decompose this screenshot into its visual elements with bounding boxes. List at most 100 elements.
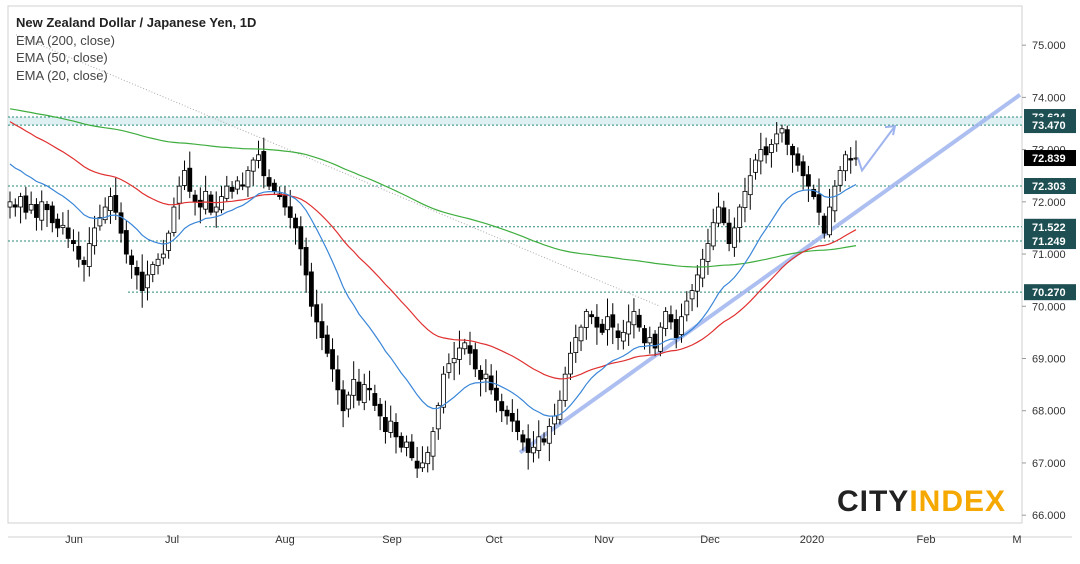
candle-body (642, 328, 647, 344)
y-tick-label: 72.000 (1032, 197, 1066, 209)
candle-body (12, 204, 18, 208)
candle-body (314, 304, 320, 323)
price-label-box (1024, 117, 1076, 134)
candle-body (546, 425, 552, 444)
candle-body (356, 381, 362, 401)
candle-body (578, 326, 584, 342)
x-tick-label: Nov (594, 534, 614, 546)
ema20-line (9, 163, 857, 417)
candle-body (657, 326, 663, 352)
candle-body (425, 452, 431, 465)
candle-body (377, 403, 383, 417)
price-label: 71.522 (1032, 222, 1066, 234)
candle-body (451, 358, 457, 364)
candle-body (441, 373, 446, 408)
candle-body (256, 154, 261, 161)
candle-body (145, 274, 150, 289)
y-tick-label: 74.000 (1032, 92, 1066, 104)
candle-body (435, 405, 441, 430)
candle-body (684, 300, 690, 316)
candle-body (203, 190, 209, 210)
candle-body (599, 323, 605, 333)
y-tick-label: 66.000 (1032, 510, 1066, 522)
candle-body (843, 154, 848, 172)
candle-body (367, 387, 372, 391)
candle-body (261, 151, 267, 177)
price-label-box (1024, 178, 1076, 195)
candle-body (271, 182, 277, 192)
candle-body (478, 369, 483, 380)
x-tick-label: Dec (700, 534, 720, 546)
candle-body (155, 258, 161, 267)
candle-body (123, 230, 129, 255)
candle-body (520, 434, 526, 443)
candle-body (557, 399, 563, 420)
candle-body (620, 331, 626, 342)
x-tick-label: M (1012, 534, 1021, 546)
candle-body (393, 421, 399, 438)
price-label: 72.839 (1032, 153, 1066, 165)
candle-body (118, 212, 124, 234)
candle-body (610, 314, 616, 328)
candle-body (330, 349, 335, 370)
candle-body (790, 146, 795, 156)
candle-body (779, 128, 785, 134)
x-tick-label: Sep (382, 534, 402, 546)
candle-body (102, 206, 108, 221)
candle-body (86, 243, 92, 267)
candle-body (795, 153, 801, 166)
candle-body (388, 420, 394, 433)
candle-body (568, 352, 573, 375)
candle-body (689, 290, 695, 300)
candle-body (827, 206, 832, 236)
candle-body (509, 412, 515, 422)
candle-body (303, 247, 309, 276)
candle-body (515, 420, 520, 433)
candle-body (372, 393, 378, 406)
candle-body (806, 174, 811, 187)
candle-body (308, 271, 314, 307)
legend-ema20: EMA (20, close) (16, 67, 108, 83)
y-tick-label: 70.000 (1032, 301, 1066, 313)
candle-body (39, 201, 45, 221)
candle-body (747, 175, 753, 196)
y-tick-label: 67.000 (1032, 458, 1066, 470)
candle-body (531, 446, 536, 454)
price-label: 73.470 (1032, 120, 1066, 132)
candle-body (763, 146, 769, 156)
candle-body (335, 369, 341, 391)
candle-body (705, 243, 711, 262)
candle-body (573, 337, 579, 354)
candle-body (832, 185, 838, 212)
candle-body (81, 260, 87, 265)
candle-body (282, 195, 288, 208)
candle-body (361, 384, 367, 404)
x-tick-label: Jul (165, 534, 179, 546)
cityindex-logo: CITYINDEX (837, 485, 1006, 519)
ema50-line (9, 121, 857, 380)
price-label: 71.249 (1032, 236, 1066, 248)
candle-body (800, 161, 806, 177)
y-tick-label: 69.000 (1032, 354, 1066, 366)
y-tick-label: 71.000 (1032, 249, 1066, 261)
candle-body (821, 215, 827, 234)
candle-body (229, 186, 235, 192)
candle-body (589, 314, 595, 318)
candle-body (129, 255, 135, 265)
candle-body (182, 170, 187, 186)
candle-body (626, 321, 632, 335)
candle-body (240, 184, 246, 187)
candle-body (213, 206, 219, 213)
candle-body (467, 345, 473, 354)
candle-body (430, 431, 436, 457)
candle-body (319, 321, 325, 339)
candle-body (44, 203, 50, 211)
candle-body (726, 222, 732, 245)
candle-body (340, 389, 346, 412)
candle-body (837, 170, 843, 186)
candle-body (694, 274, 700, 292)
price-label-box (1024, 284, 1076, 301)
candle-body (769, 143, 774, 153)
candle-body (398, 435, 404, 448)
candle-body (615, 330, 621, 339)
